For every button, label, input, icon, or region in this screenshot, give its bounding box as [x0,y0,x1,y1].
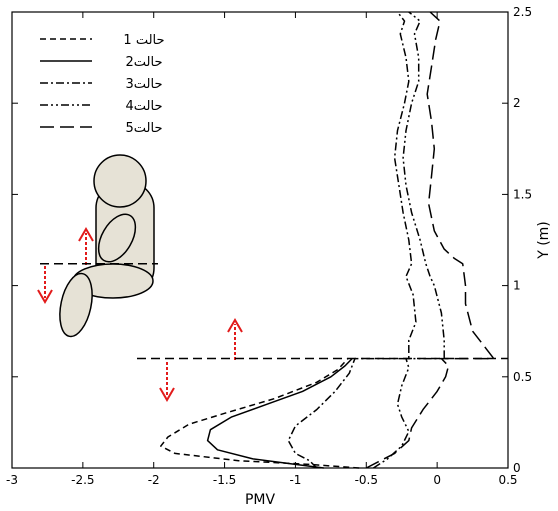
plot-frame [11,11,509,469]
x-tick-label: 0.5 [498,473,517,487]
x-tick-label: 0 [433,473,441,487]
y-tick-label: 0 [513,461,521,475]
legend-label-4: حالت4 [125,99,162,114]
y-tick-label: 2.5 [513,5,532,19]
x-tick-label: -0.5 [355,473,378,487]
person-head [93,154,147,208]
series-line-3 [287,11,417,469]
series-line-1 [160,358,360,469]
legend-label-5: حالت5 [125,121,162,136]
y-tick-label: 1.5 [513,187,532,201]
y-tick-label: 1 [513,279,521,293]
y-tick-label: 0.5 [513,370,532,384]
x-tick-label: -2.5 [71,473,94,487]
person-leg [59,272,93,338]
upward-arrow-icon [227,318,243,360]
legend-label-2: حالت2 [125,55,162,70]
x-axis-label: PMV [245,492,276,508]
seated-person-illustration [59,154,155,338]
series-line-4 [372,11,445,469]
downward-arrow-icon [159,362,175,402]
x-tick-label: -3 [6,473,18,487]
y-axis-label: Y (m) [536,221,552,260]
legend-label-1: حالت 1 [123,33,164,48]
legend-label-3: حالت3 [125,77,162,92]
upward-arrow-icon [78,227,94,265]
x-tick-label: -1.5 [213,473,236,487]
x-tick-label: -1 [289,473,301,487]
legend: حالت 1 حالت2 حالت3 حالت4 حالت5 [40,33,165,136]
series-line-5 [365,11,495,469]
series-line-2 [206,358,353,469]
downward-arrow-icon [37,266,53,304]
x-tick-label: -2 [148,473,160,487]
y-tick-label: 2 [513,96,521,110]
person-arm [97,213,137,263]
